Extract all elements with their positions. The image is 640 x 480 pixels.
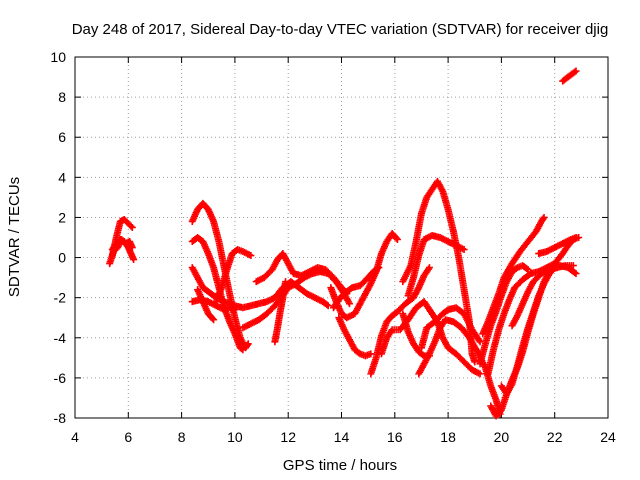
series-arc-27 <box>535 234 580 258</box>
y-tick-label: -4 <box>54 330 67 346</box>
y-tick-label: 4 <box>58 169 66 185</box>
data-point <box>238 345 246 353</box>
y-tick-labels: -8 -6 -4 -2 0 2 4 6 8 10 <box>50 49 66 426</box>
y-tick-label: 0 <box>58 250 66 266</box>
series-arc-18 <box>404 231 468 300</box>
series-arc-14 <box>367 264 433 378</box>
series-arc-19 <box>417 304 484 352</box>
x-tick-label: 14 <box>334 429 350 445</box>
x-tick-label: 6 <box>124 429 132 445</box>
data-point <box>231 306 239 314</box>
data-point <box>323 301 331 309</box>
data-point <box>539 215 547 223</box>
x-tick-label: 10 <box>227 429 243 445</box>
series-arc-7 <box>212 246 255 306</box>
data-point <box>571 68 579 76</box>
x-tick-label: 8 <box>178 429 186 445</box>
data-point <box>572 270 580 278</box>
y-tick-label: 8 <box>58 89 66 105</box>
y-tick-label: 10 <box>50 49 66 65</box>
data-point <box>460 246 468 254</box>
y-tick-label: 6 <box>58 129 66 145</box>
data-point <box>244 340 252 348</box>
chart-title: Day 248 of 2017, Sidereal Day-to-day VTE… <box>72 21 609 38</box>
x-tick-label: 24 <box>600 429 616 445</box>
data-point <box>282 278 290 286</box>
series-arc-9 <box>271 278 290 346</box>
data-point <box>540 213 548 221</box>
data-point <box>524 266 532 274</box>
series-arc-26 <box>508 262 577 330</box>
data-point <box>247 252 255 260</box>
data-point <box>127 222 135 230</box>
y-tick-label: -6 <box>54 370 67 386</box>
data-point <box>476 370 484 378</box>
series-arc-1c <box>108 236 138 264</box>
data-point <box>475 336 483 344</box>
data-point <box>571 269 579 277</box>
data-point <box>209 315 217 323</box>
y-tick-label: -2 <box>54 290 67 306</box>
y-tick-label: 2 <box>58 209 66 225</box>
data-point <box>392 234 400 242</box>
data-point <box>239 346 247 354</box>
x-tick-label: 18 <box>440 429 456 445</box>
data-series <box>106 67 583 420</box>
x-tick-label: 4 <box>71 429 79 445</box>
data-point <box>572 234 580 241</box>
data-point <box>345 300 353 308</box>
x-tick-label: 16 <box>387 429 403 445</box>
data-point <box>210 316 218 324</box>
data-point <box>130 256 138 264</box>
data-point <box>425 264 433 272</box>
x-tick-labels: 4 6 8 10 12 14 16 18 20 22 24 <box>71 429 616 445</box>
data-point <box>128 223 136 231</box>
x-tick-label: 20 <box>494 429 510 445</box>
series-arc-6 <box>194 286 218 324</box>
series-arc-4 <box>188 264 332 312</box>
data-point <box>243 341 251 349</box>
data-point <box>523 265 531 273</box>
x-tick-label: 22 <box>547 429 563 445</box>
y-axis-label: SDTVAR / TECUs <box>6 177 23 297</box>
y-tick-label: -8 <box>54 410 67 426</box>
series-arc-22 <box>479 213 548 338</box>
data-point <box>569 262 577 270</box>
series-arc-13 <box>335 314 375 360</box>
x-axis-label: GPS time / hours <box>283 457 397 474</box>
data-point <box>324 302 332 310</box>
series-arc-28 <box>559 67 580 85</box>
data-point <box>367 350 375 358</box>
data-point <box>393 236 401 244</box>
series-arc-12 <box>327 229 401 322</box>
x-tick-label: 12 <box>280 429 296 445</box>
axis-ticks <box>74 56 609 419</box>
data-point <box>572 67 580 75</box>
data-point <box>476 338 484 346</box>
series-arc-10 <box>252 250 351 298</box>
